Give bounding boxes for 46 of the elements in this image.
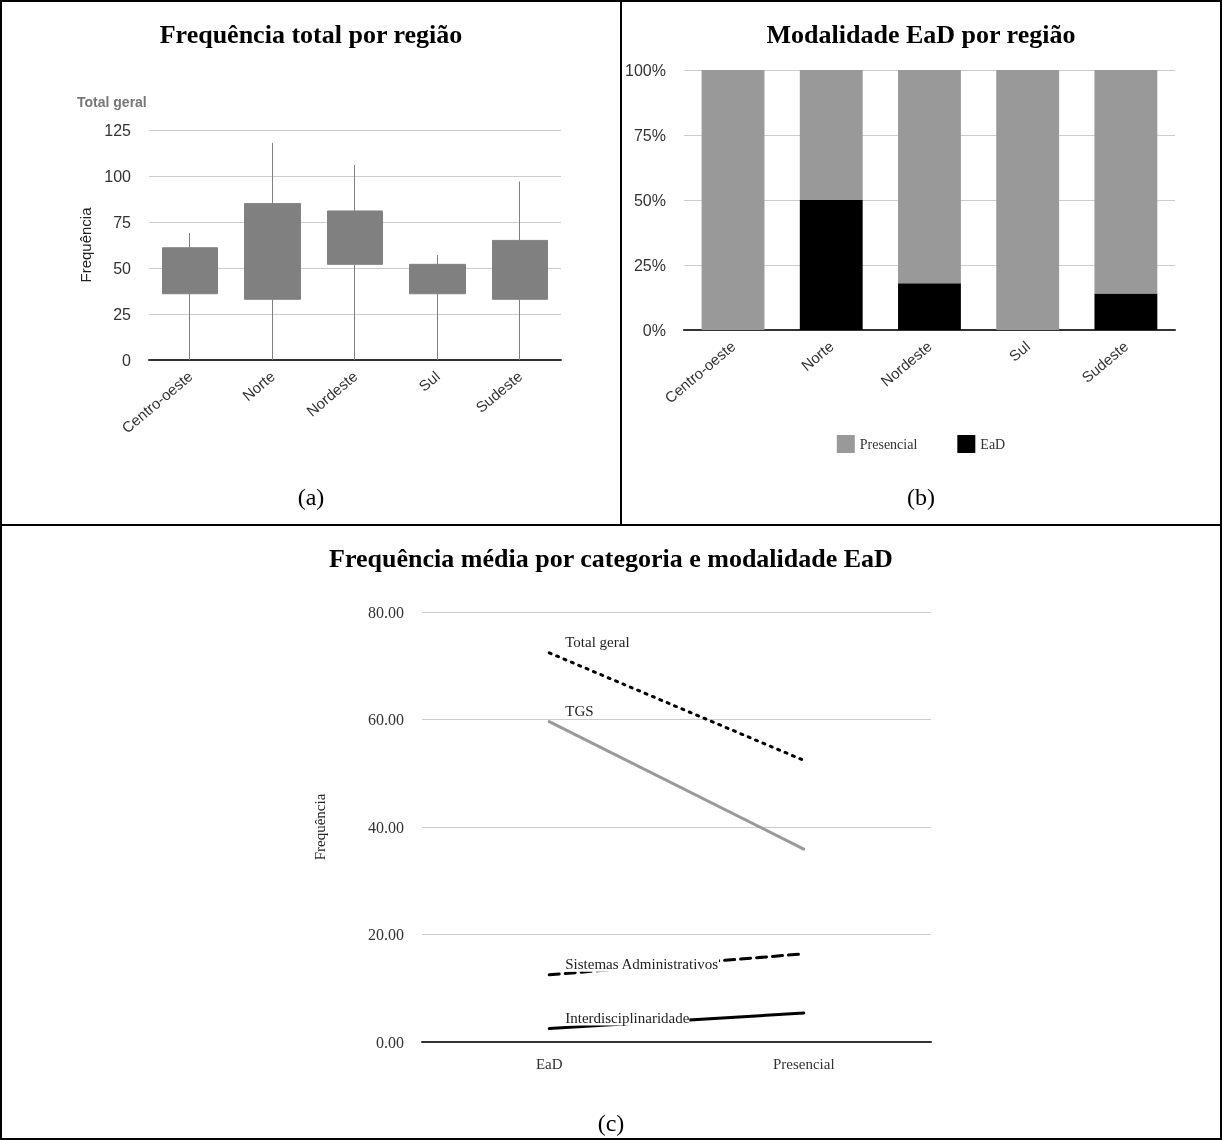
candlestick: [244, 142, 301, 361]
bar: [996, 70, 1060, 330]
text: (a): [297, 484, 325, 510]
text: (b): [907, 484, 935, 510]
y-tick-label: 80.00: [368, 603, 404, 621]
y-tick-label: 100%: [625, 61, 666, 79]
y-tick-label: 0%: [642, 321, 666, 339]
y-tick-label: 75: [113, 213, 132, 231]
legend-label: Presencial: [859, 436, 918, 452]
y-tick-label: 60.00: [368, 711, 404, 728]
y-axis-title: Frequência: [77, 206, 95, 283]
y-tick-label: 100: [104, 167, 132, 185]
y-tick-label: 125: [104, 121, 132, 139]
bar: [701, 70, 765, 330]
candlestick: [162, 232, 218, 361]
y-tick-label: 25%: [633, 256, 666, 274]
series-label: Sistemas Administrativos: [565, 956, 719, 973]
y-tick-label: 50%: [633, 191, 666, 209]
bar: [1094, 70, 1158, 294]
y-tick-label: 75%: [633, 126, 666, 144]
bar: [898, 70, 961, 284]
y-tick-label: 20.00: [368, 926, 404, 943]
legend-label: EaD: [980, 436, 1006, 452]
series-label: TGS: [565, 703, 594, 720]
y-tick-label: 25: [113, 305, 132, 323]
y-tick-label: 50: [113, 259, 132, 277]
bar: [1094, 293, 1158, 330]
text: (c): [597, 1110, 625, 1136]
chart-title: Modalidade EaD por região: [766, 19, 1076, 49]
bar: [799, 70, 863, 200]
candlestick: [409, 254, 466, 361]
bar: [799, 200, 863, 330]
chart-subtitle: Total geral: [77, 94, 147, 110]
series-label: Total geral: [565, 634, 630, 651]
y-tick-label: 0.00: [376, 1033, 404, 1051]
y-tick-label: 0: [122, 351, 132, 369]
x-tick-label: Sul: [1005, 337, 1034, 365]
chart-title: Frequência média por categoria e modalidade EaD: [329, 543, 893, 573]
y-axis-title: Frequência: [311, 793, 328, 861]
candlestick: [327, 164, 383, 361]
chart-title: Frequência total por região: [159, 19, 463, 49]
candlestick: [492, 181, 548, 361]
series-label: Interdisciplinaridade: [565, 1010, 690, 1027]
x-tick-label: Sul: [415, 367, 443, 395]
bar: [898, 283, 961, 330]
y-tick-label: 40.00: [368, 818, 404, 836]
